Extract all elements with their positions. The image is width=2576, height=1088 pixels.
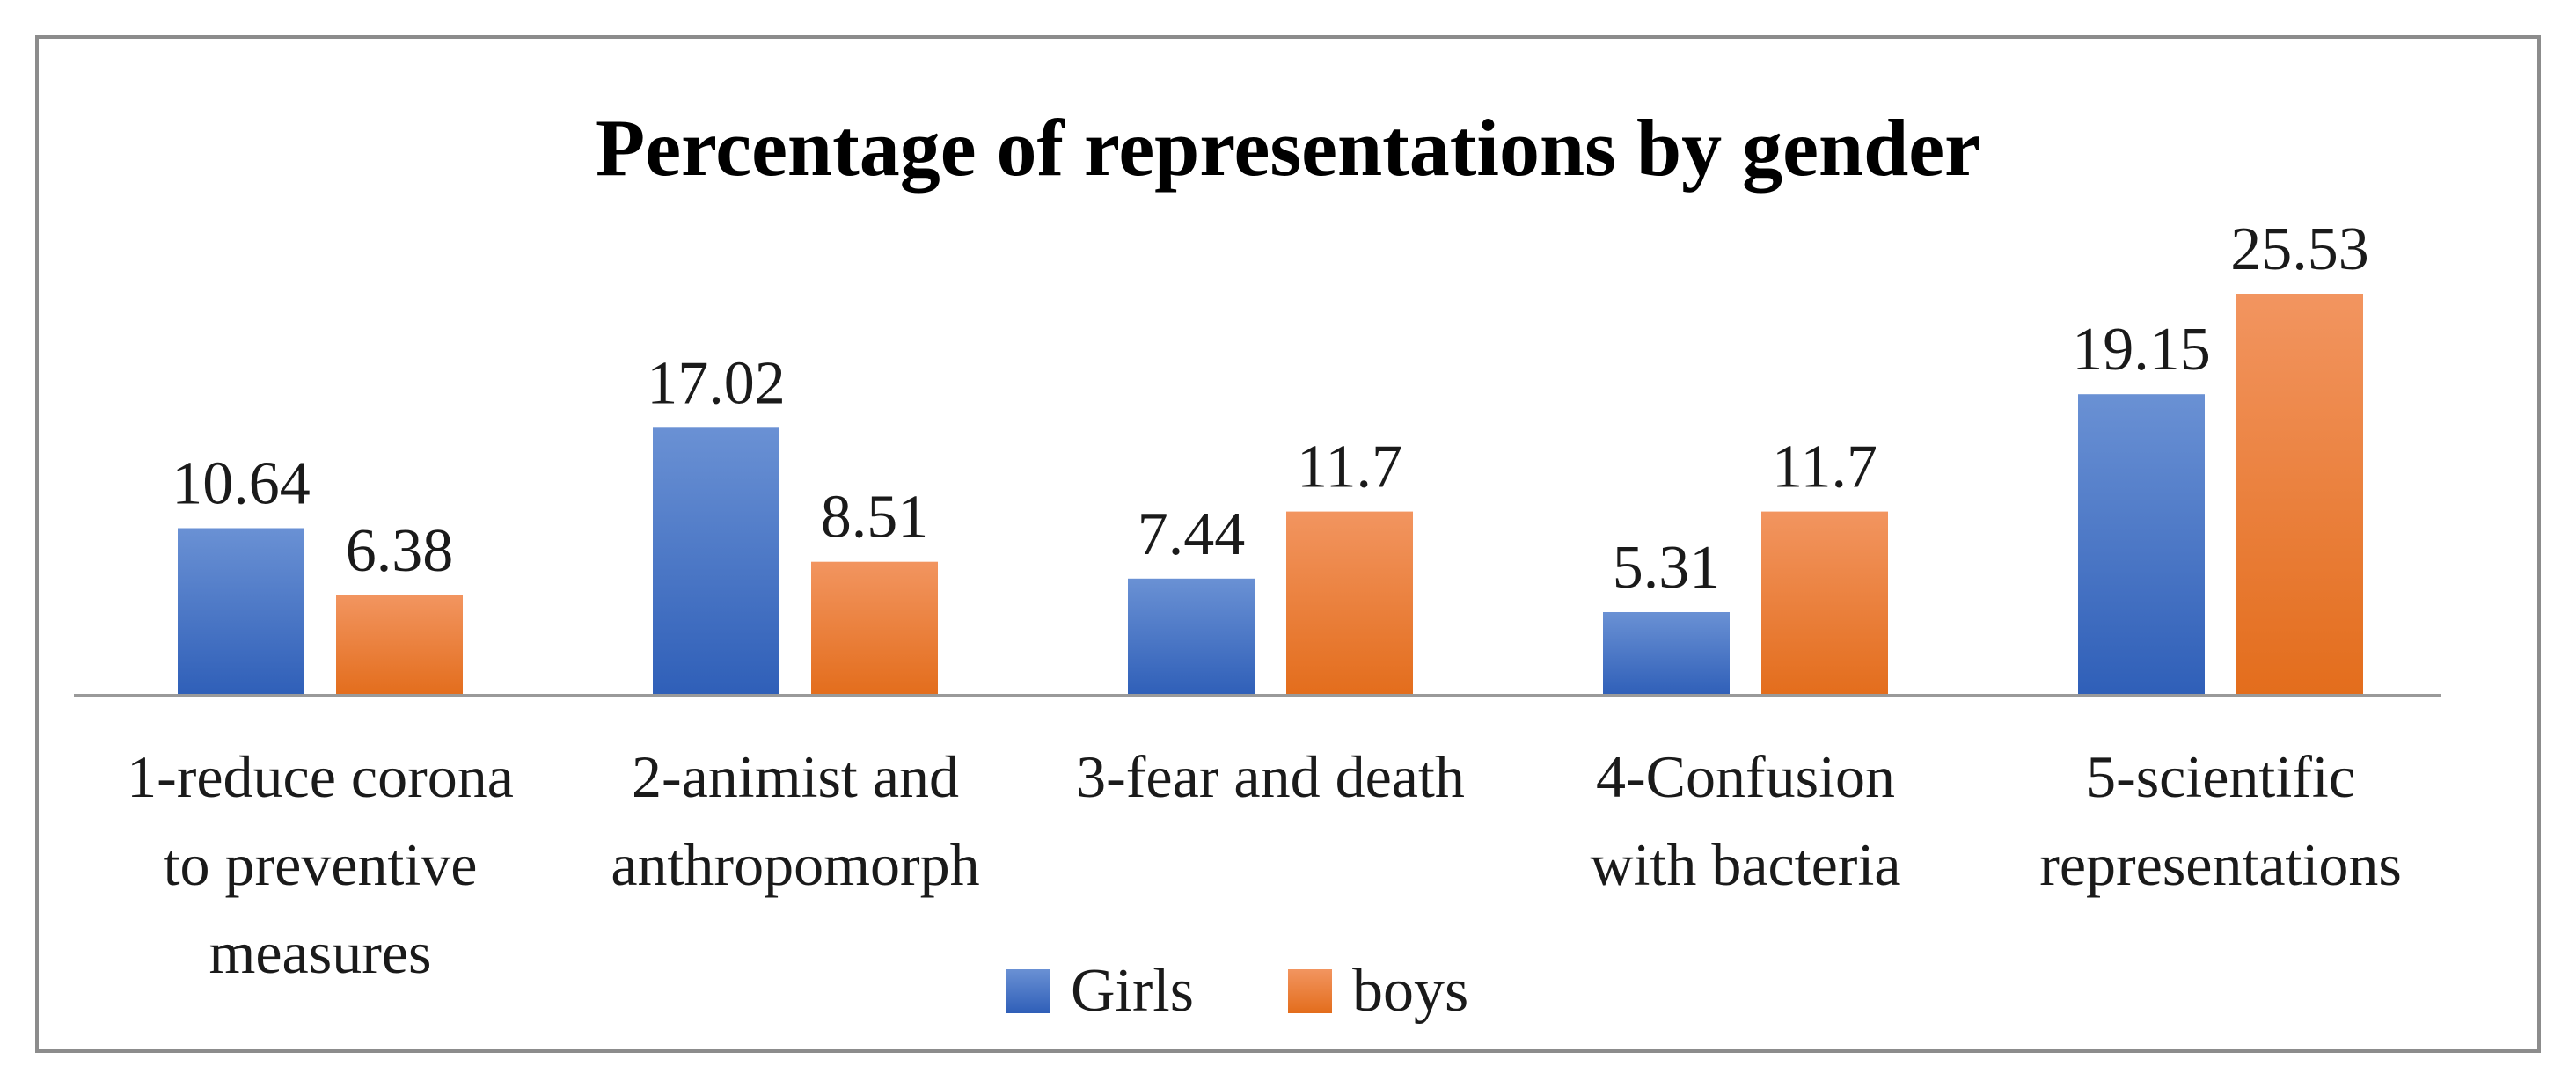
legend-swatch-boys (1288, 969, 1332, 1013)
legend-swatch-girls (1006, 969, 1050, 1013)
legend-label-girls: Girls (1071, 957, 1194, 1025)
category-label-3: 3-fear and death (1076, 743, 1465, 810)
category-label-line: 2-animist and (632, 743, 959, 810)
data-label-boys-2: 8.51 (821, 484, 929, 551)
bar-girls-5 (2078, 394, 2205, 696)
chart-title: Percentage of representations by gender (596, 103, 1980, 193)
bar-boys-1 (336, 595, 463, 696)
category-label-line: measures (209, 919, 431, 986)
category-label-line: to preventive (164, 831, 478, 898)
bar-boys-4 (1761, 511, 1888, 696)
bar-girls-2 (653, 427, 779, 696)
bars-layer (178, 294, 2363, 696)
bar-girls-4 (1603, 612, 1730, 696)
bar-boys-2 (811, 561, 938, 696)
category-label-5: 5-scientific representations (2039, 743, 2402, 898)
category-label-1: 1-reduce corona to preventive measures (127, 743, 514, 986)
category-label-4: 4-Confusion with bacteria (1590, 743, 1900, 898)
bar-girls-3 (1128, 578, 1255, 696)
data-label-girls-2: 17.02 (647, 349, 786, 417)
category-label-line: anthropomorph (611, 831, 979, 898)
data-label-girls-3: 7.44 (1138, 500, 1246, 568)
category-label-line: 1-reduce corona (127, 743, 514, 810)
category-label-line: 5-scientific (2086, 743, 2355, 810)
labels-layer: 10.64 17.02 7.44 5.31 19.15 6.38 8.51 11.7 11.7 2… (172, 215, 2369, 602)
data-label-boys-3: 11.7 (1297, 434, 1402, 501)
category-label-line: with bacteria (1590, 831, 1900, 898)
bar-girls-1 (178, 528, 304, 696)
bar-chart: Percentage of representations by gender … (74, 103, 2441, 1025)
data-label-boys-5: 25.53 (2230, 215, 2369, 283)
data-label-boys-1: 6.38 (346, 517, 454, 585)
data-label-boys-4: 11.7 (1772, 434, 1877, 501)
category-axis: 1-reduce corona to preventive measures 2-an… (127, 743, 2402, 986)
legend-label-boys: boys (1352, 957, 1468, 1025)
data-label-girls-5: 19.15 (2072, 316, 2211, 383)
category-label-line: representations (2039, 831, 2402, 898)
category-label-2: 2-animist and anthropomorph (611, 743, 979, 898)
bar-boys-3 (1286, 511, 1413, 696)
bar-boys-5 (2236, 294, 2363, 696)
category-label-line: 3-fear and death (1076, 743, 1465, 810)
category-label-line: 4-Confusion (1596, 743, 1895, 810)
data-label-girls-4: 5.31 (1613, 534, 1721, 602)
legend: Girls boys (1006, 957, 1468, 1025)
data-label-girls-1: 10.64 (172, 450, 311, 518)
chart-frame: Percentage of representations by gender … (35, 35, 2541, 1053)
